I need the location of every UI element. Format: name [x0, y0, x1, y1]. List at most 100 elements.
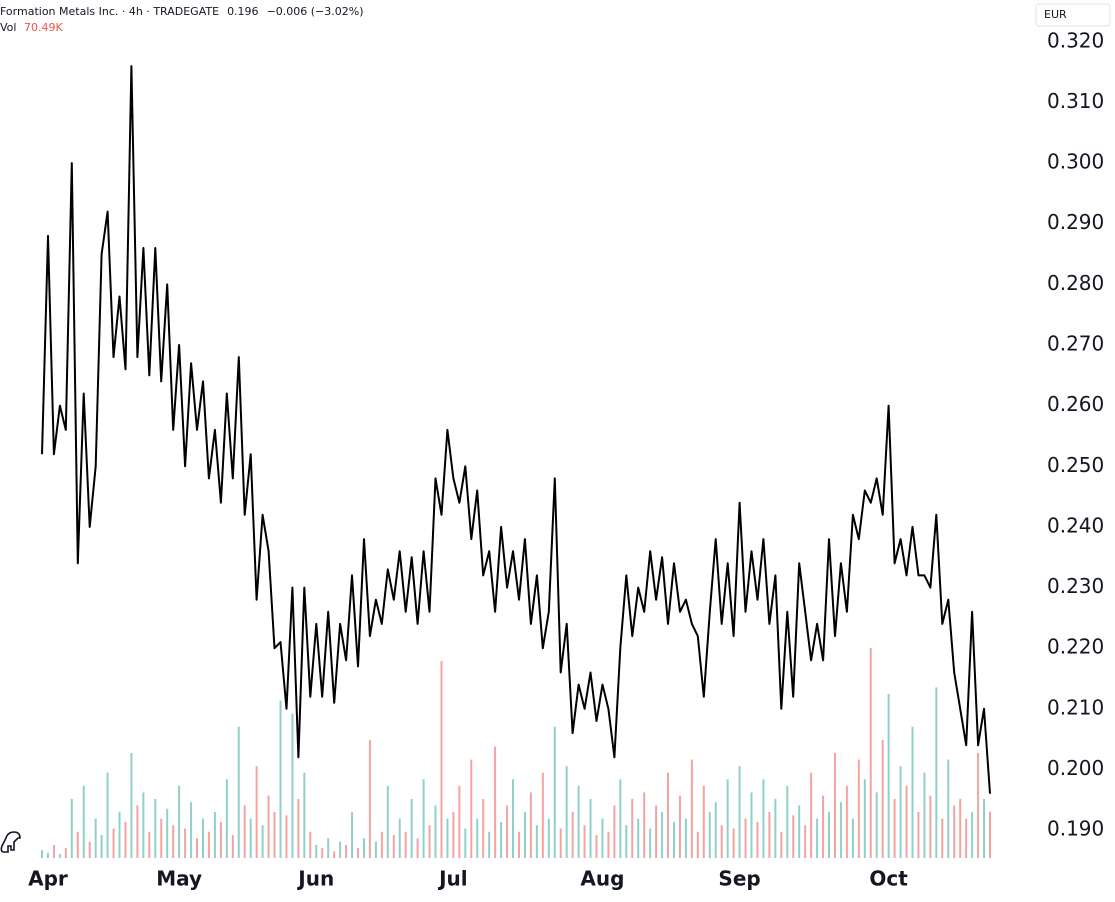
volume-bar	[911, 726, 914, 858]
volume-bar	[655, 805, 658, 858]
volume-bar	[833, 753, 836, 858]
volume-bar	[219, 821, 222, 858]
volume-bar	[559, 828, 562, 858]
currency[interactable]: EUR	[1044, 8, 1067, 21]
volume-bar	[309, 831, 312, 858]
x-tick-label: Oct	[869, 867, 908, 891]
y-tick-label: 0.220	[1047, 635, 1104, 659]
volume-bar	[41, 850, 43, 858]
volume-bar	[136, 805, 139, 858]
volume-bar	[333, 851, 336, 858]
volume-bar	[303, 772, 306, 858]
volume-bar	[261, 825, 264, 858]
volume-bar	[780, 831, 783, 858]
volume-bar	[70, 798, 73, 858]
volume-bar	[231, 835, 234, 858]
volume-bar	[154, 798, 157, 858]
volume-bar	[452, 812, 455, 858]
volume-bar	[768, 812, 771, 858]
volume-bar	[738, 766, 741, 858]
y-tick-label: 0.250	[1047, 453, 1104, 477]
volume-bar	[899, 766, 902, 858]
volume-bar	[58, 854, 61, 858]
y-tick-label: 0.290	[1047, 210, 1104, 234]
volume-bar	[959, 798, 962, 858]
volume-bar	[690, 759, 693, 858]
volume-bar	[434, 805, 437, 858]
volume-bar	[971, 812, 974, 858]
volume-bar	[720, 825, 723, 858]
y-tick-label: 0.280	[1047, 271, 1104, 295]
volume-bar	[464, 828, 467, 858]
x-tick-label: Aug	[580, 867, 624, 891]
volume-bar	[398, 818, 401, 858]
volume-bar	[351, 812, 354, 858]
volume-bar	[553, 726, 556, 858]
volume-bar	[458, 785, 461, 858]
volume-bar	[810, 772, 813, 858]
y-tick-label: 0.200	[1047, 756, 1104, 780]
volume-bar	[184, 828, 187, 858]
volume-bar	[512, 779, 515, 858]
volume-bar	[118, 812, 121, 858]
volume-bar	[500, 821, 503, 858]
volume-bar	[589, 798, 592, 858]
volume-bar	[595, 835, 598, 858]
volume-bar	[243, 805, 246, 858]
volume-bar	[64, 848, 67, 858]
volume-bar	[756, 821, 759, 858]
y-tick-label: 0.260	[1047, 392, 1104, 416]
volume-bar	[804, 825, 807, 858]
volume-bar	[213, 812, 216, 858]
volume-bar	[94, 818, 97, 858]
volume-bar	[941, 818, 944, 858]
volume-bar	[702, 785, 705, 858]
volume-bar	[607, 831, 610, 858]
volume-bar	[327, 838, 330, 858]
volume-bar	[917, 812, 920, 858]
volume-bar	[571, 812, 574, 858]
volume-bar	[839, 802, 842, 858]
x-tick-label: Apr	[28, 867, 68, 891]
volume-bar	[488, 831, 491, 858]
volume-bar	[273, 812, 276, 858]
volume-bar	[362, 838, 365, 858]
volume-bar	[792, 815, 795, 858]
volume-bar	[404, 831, 407, 858]
volume-bar	[798, 805, 801, 858]
volume-bar	[386, 785, 389, 858]
volume-bar	[392, 835, 395, 858]
volume-bar	[947, 759, 950, 858]
volume-bar	[625, 825, 628, 858]
volume-bar	[649, 828, 652, 858]
currency-box[interactable]	[1035, 3, 1111, 27]
volume-bar	[684, 818, 687, 858]
volume-bar	[989, 811, 991, 858]
y-tick-label: 0.210	[1047, 695, 1104, 719]
volume-bar	[744, 818, 747, 858]
y-tick-label: 0.240	[1047, 513, 1104, 537]
volume-bar	[673, 821, 675, 858]
y-tick-label: 0.270	[1047, 332, 1104, 356]
y-tick-label: 0.230	[1047, 574, 1104, 598]
volume-bar	[774, 798, 777, 858]
volume-bar	[76, 831, 79, 858]
volume-bar	[547, 818, 550, 858]
volume-bar	[881, 739, 884, 858]
volume-bar	[678, 795, 681, 858]
volume-bar	[750, 792, 753, 858]
volume-bar	[172, 825, 175, 858]
volume-bar	[130, 753, 133, 858]
volume-bar	[249, 818, 252, 858]
x-tick-label: Jun	[296, 867, 334, 891]
volume-bar	[339, 841, 342, 858]
volume-bar	[816, 818, 819, 858]
volume-bar	[124, 821, 127, 858]
volume-bar	[577, 785, 580, 858]
volume-bar	[422, 779, 425, 858]
volume-bar	[923, 772, 926, 858]
volume-bar	[583, 825, 586, 858]
volume-label: Vol	[0, 21, 16, 34]
volume-bar	[535, 825, 538, 858]
volume-bar	[935, 687, 938, 858]
